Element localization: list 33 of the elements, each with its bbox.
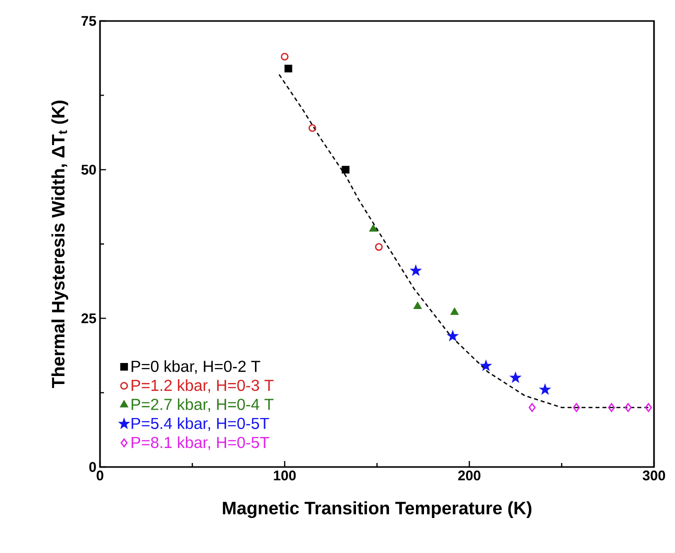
- point: [624, 403, 632, 412]
- legend-label: P=8.1 kbar, H=0-5T: [132, 436, 270, 450]
- point: [369, 224, 378, 232]
- x-tick-label: 0: [96, 470, 104, 480]
- legend-label: P=2.7 kbar, H=0-4 T: [132, 398, 274, 412]
- point: [342, 166, 350, 174]
- x-axis-title: Magnetic Transition Temperature (K): [222, 501, 532, 518]
- point: [375, 243, 383, 251]
- y-tick-label: 25: [81, 313, 96, 324]
- point: [308, 124, 316, 132]
- point: [572, 403, 580, 412]
- y-tick-label: 50: [81, 164, 96, 175]
- legend-label: P=1.2 kbar, H=0-3 T: [132, 379, 274, 393]
- point: [528, 403, 536, 412]
- point: [481, 360, 491, 370]
- y-tick-label: 75: [82, 16, 96, 26]
- point: [414, 302, 422, 309]
- y-tick-label: 0: [89, 462, 96, 472]
- legend-label: P=0 kbar, H=0-2 T: [132, 360, 260, 374]
- point: [280, 52, 289, 61]
- point: [644, 403, 652, 412]
- x-tick-label: 100: [274, 470, 296, 480]
- point: [510, 372, 520, 382]
- point: [410, 266, 421, 276]
- x-tick-label: 200: [458, 470, 480, 480]
- legend-label: P=5.4 kbar, H=0-5T: [132, 417, 270, 431]
- y-axis-title: Thermal Hysteresis Width, ΔT$_{t}$ (K): [51, 100, 68, 388]
- point: [450, 308, 459, 315]
- point: [448, 331, 458, 340]
- point: [540, 384, 550, 394]
- x-tick-label: 300: [642, 470, 666, 480]
- point: [284, 64, 292, 72]
- point: [608, 403, 616, 412]
